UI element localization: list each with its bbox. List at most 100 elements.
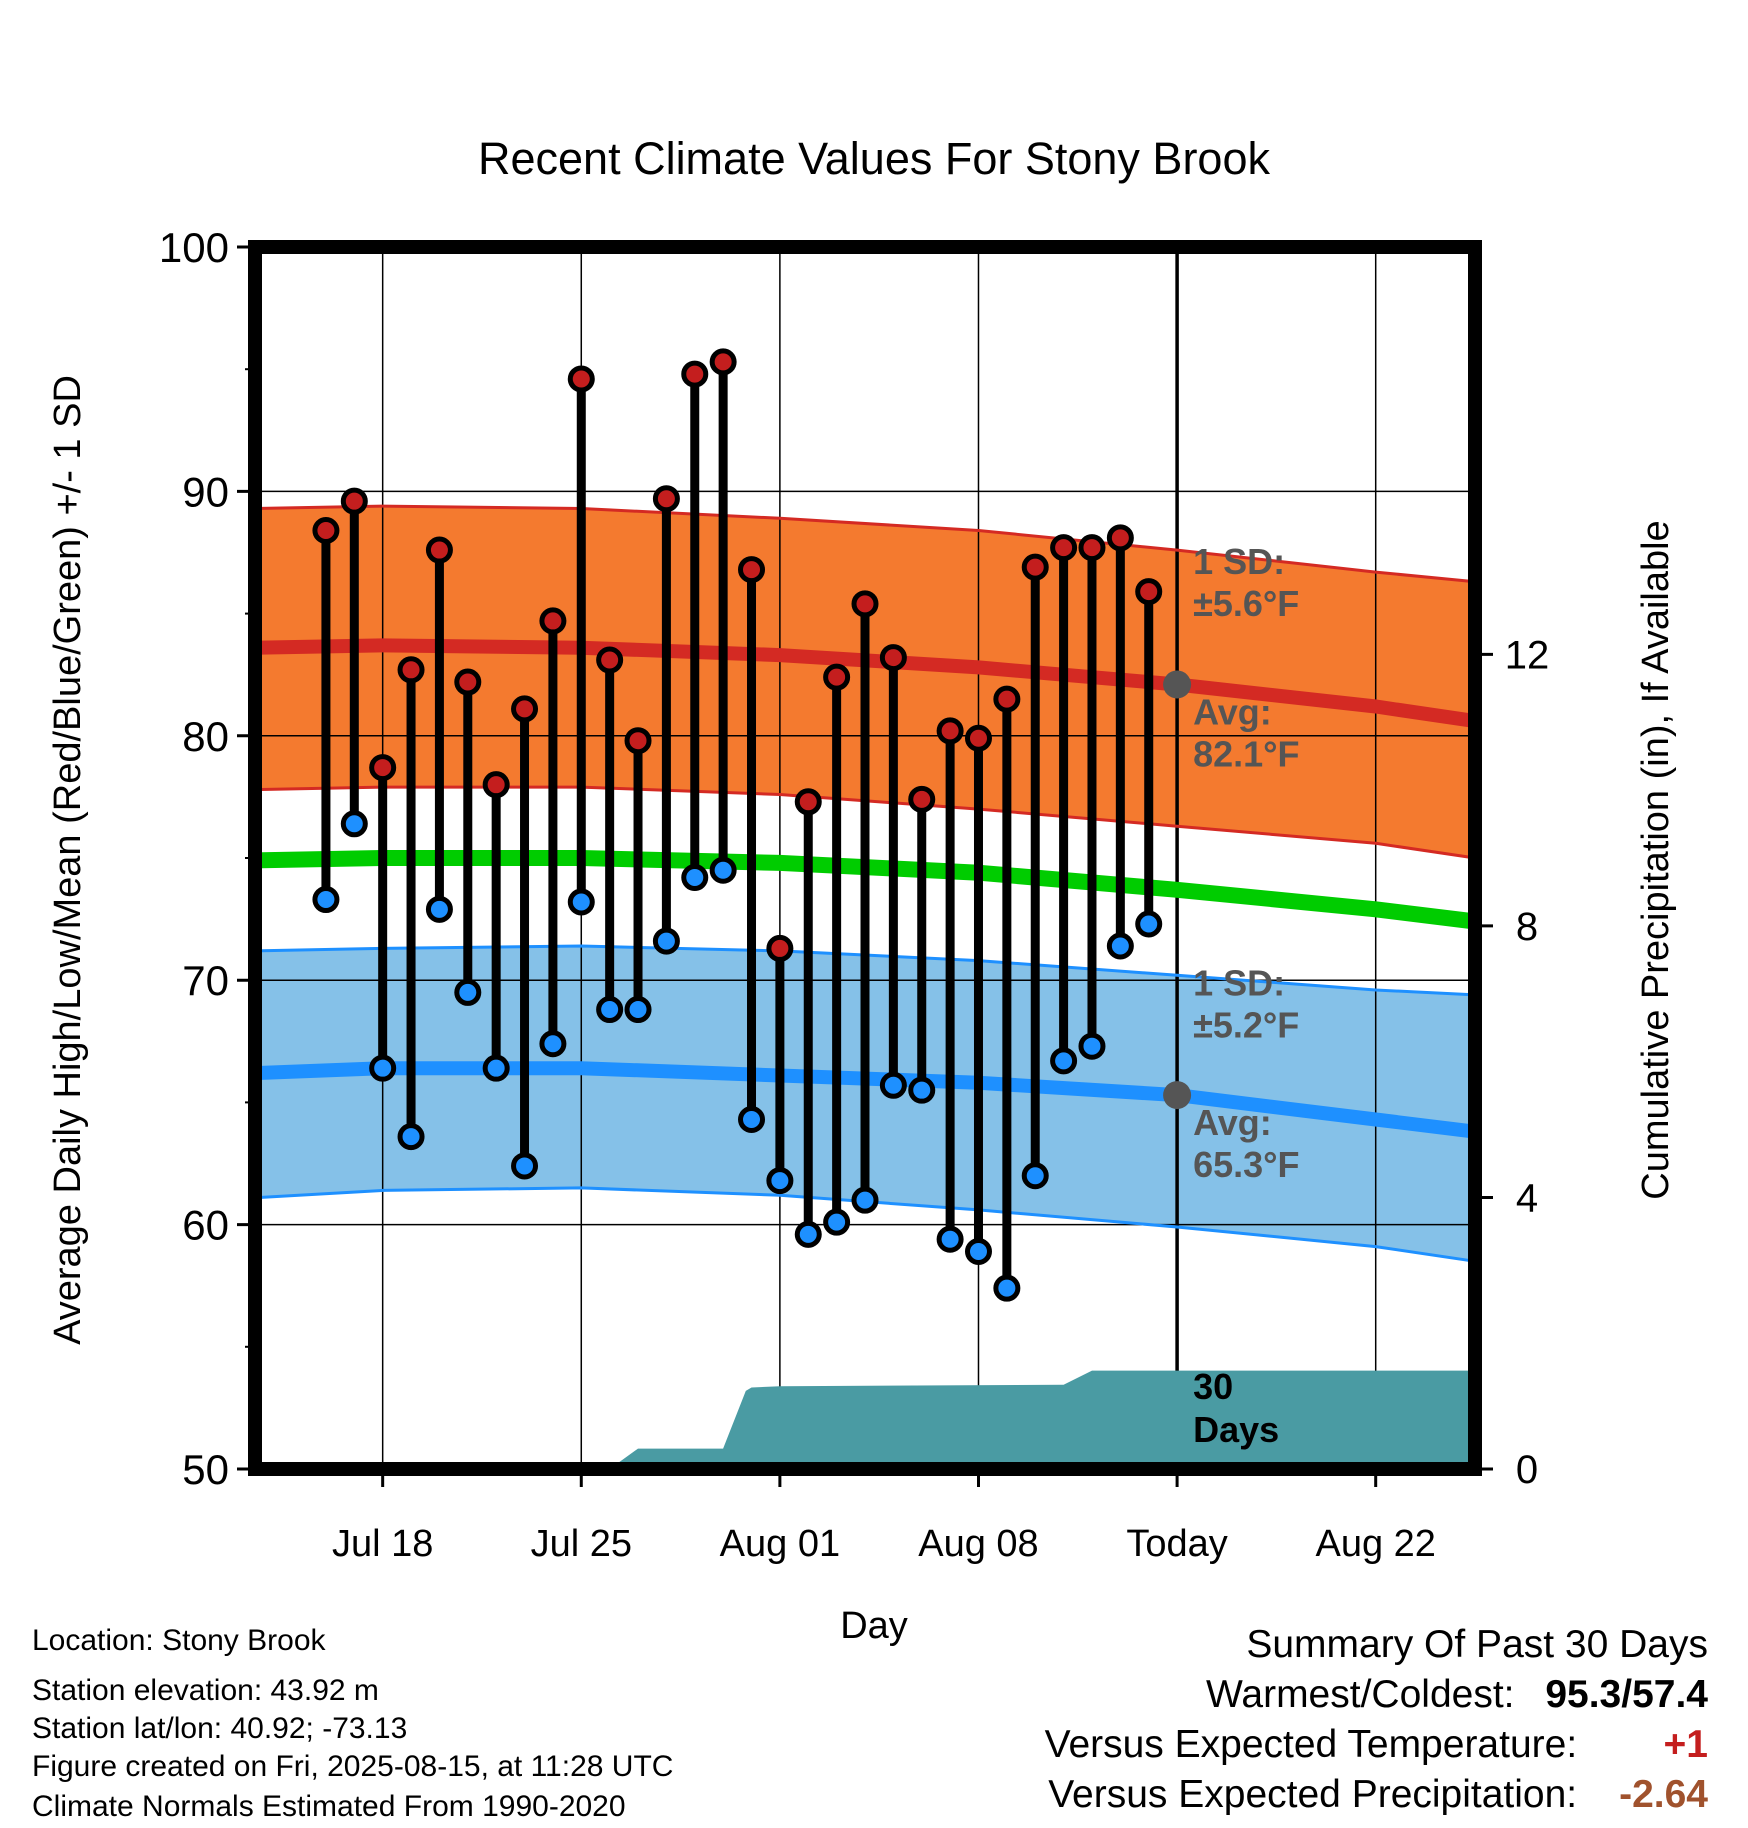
y2-tick-label: 12	[1505, 633, 1550, 677]
info-latlon: Station lat/lon: 40.92; -73.13	[32, 1712, 408, 1745]
normal-mean-line	[254, 850, 1476, 930]
y2-tick-label: 4	[1516, 1176, 1538, 1220]
observed-low-point	[397, 1123, 425, 1151]
high-sd-label: 1 SD:	[1193, 541, 1285, 582]
observed-high-point	[964, 724, 992, 752]
y-tick-label: 60	[182, 1202, 229, 1249]
observed-high-point	[993, 685, 1021, 713]
observed-low-point	[652, 927, 680, 955]
observed-high-point	[908, 785, 936, 813]
observed-low-point	[425, 895, 453, 923]
today-avg-low-point	[1163, 1081, 1192, 1110]
y2-tick-label: 8	[1516, 905, 1538, 949]
x-tick-label: Aug 01	[720, 1523, 840, 1565]
observed-low-point	[624, 996, 652, 1024]
precip-value: -2.64	[1619, 1773, 1708, 1816]
y-axis-label: Average Daily High/Low/Mean (Red/Blue/Gr…	[47, 375, 89, 1345]
observed-high-point	[936, 717, 964, 745]
observed-high-point	[851, 590, 879, 618]
period-label-line1: 30	[1193, 1366, 1233, 1407]
y-tick-label: 50	[182, 1446, 229, 1493]
observed-high-point	[1106, 524, 1134, 552]
observed-low-point	[1050, 1047, 1078, 1075]
observed-high-point	[312, 517, 340, 545]
high-sd-upper-line	[254, 504, 1476, 584]
high-sd-value: ±5.6°F	[1193, 583, 1299, 624]
low-avg-value: 65.3°F	[1193, 1144, 1299, 1185]
observed-low-point	[993, 1274, 1021, 1302]
observed-high-point	[766, 934, 794, 962]
observed-high-point	[879, 644, 907, 672]
precip-area	[325, 1370, 1475, 1469]
observed-low-point	[369, 1054, 397, 1082]
observed-low-point	[964, 1237, 992, 1265]
x-axis-label: Day	[840, 1605, 908, 1647]
observed-low-point	[908, 1076, 936, 1104]
x-tick-label: Jul 18	[332, 1523, 433, 1565]
observed-low-point	[482, 1054, 510, 1082]
observed-high-point	[823, 663, 851, 691]
observed-high-point	[1050, 534, 1078, 562]
warm-cold-value: 95.3/57.4	[1545, 1673, 1708, 1716]
observed-high-point	[709, 348, 737, 376]
low-sd-upper-line	[254, 944, 1476, 997]
summary-temp: Versus Expected Temperature: +1	[808, 1720, 1708, 1770]
temp-label: Versus Expected Temperature:	[1044, 1723, 1578, 1766]
x-tick-label: Aug 08	[918, 1523, 1038, 1565]
info-elevation: Station elevation: 43.92 m	[32, 1674, 379, 1707]
observed-low-point	[823, 1208, 851, 1236]
y2-tick-label: 0	[1516, 1448, 1538, 1492]
observed-high-point	[624, 727, 652, 755]
observed-low-point	[1135, 910, 1163, 938]
summary-panel: Summary Of Past 30 Days Warmest/Coldest:…	[808, 1620, 1708, 1820]
today-avg-high-point	[1163, 670, 1192, 699]
observed-high-point	[652, 485, 680, 513]
observed-high-point	[369, 754, 397, 782]
high-avg-label: Avg:	[1193, 691, 1272, 732]
observed-high-point	[454, 668, 482, 696]
normal-lines	[254, 504, 1477, 1263]
observed-low-point	[511, 1152, 539, 1180]
temp-value: +1	[1663, 1723, 1708, 1766]
observed-high-point	[596, 646, 624, 674]
observed-low-point	[851, 1186, 879, 1214]
summary-precip: Versus Expected Precipitation: -2.64	[808, 1770, 1708, 1820]
info-location: Location: Stony Brook	[32, 1624, 326, 1657]
high-sd-lower-line	[254, 785, 1476, 860]
observed-high-point	[511, 695, 539, 723]
observed-low-point	[539, 1030, 567, 1058]
y-tick-label: 100	[159, 224, 229, 271]
summary-warm-cold: Warmest/Coldest: 95.3/57.4	[808, 1670, 1708, 1720]
observed-low-point	[738, 1106, 766, 1134]
observed-high-point	[1135, 578, 1163, 606]
observed-high-point	[340, 487, 368, 515]
y2-axis-label: Cumulative Precipitation (in), If Availa…	[1635, 520, 1677, 1199]
observed-low-point	[936, 1225, 964, 1253]
observed-high-point	[681, 360, 709, 388]
y-tick-label: 70	[182, 957, 229, 1004]
normal-low-line	[254, 1061, 1476, 1139]
y-tick-label: 90	[182, 468, 229, 515]
precipitation-area	[325, 1370, 1475, 1469]
low-sd-value: ±5.2°F	[1193, 1004, 1299, 1045]
low-sd-label: 1 SD:	[1193, 962, 1285, 1003]
observed-low-point	[1021, 1162, 1049, 1190]
observation-stems	[321, 361, 1154, 1289]
observed-low-point	[596, 996, 624, 1024]
low-sd-lower-line	[254, 1186, 1476, 1263]
observed-low-point	[681, 864, 709, 892]
observed-high-point	[482, 771, 510, 799]
x-tick-label: Today	[1126, 1523, 1227, 1565]
period-label-line2: Days	[1193, 1409, 1279, 1450]
info-created: Figure created on Fri, 2025-08-15, at 11…	[32, 1750, 674, 1783]
summary-title: Summary Of Past 30 Days	[1246, 1623, 1708, 1666]
observed-low-point	[567, 888, 595, 916]
axes: 50 60 70 80 90 100 0 4 8 12 Jul 18 Jul 25 Aug 01 Aug …	[159, 224, 1549, 1565]
normal-high-line	[254, 638, 1477, 729]
x-tick-label: Jul 25	[531, 1523, 632, 1565]
observed-high-point	[397, 656, 425, 684]
warm-cold-label: Warmest/Coldest:	[1206, 1673, 1515, 1716]
observed-high-point	[1078, 534, 1106, 562]
